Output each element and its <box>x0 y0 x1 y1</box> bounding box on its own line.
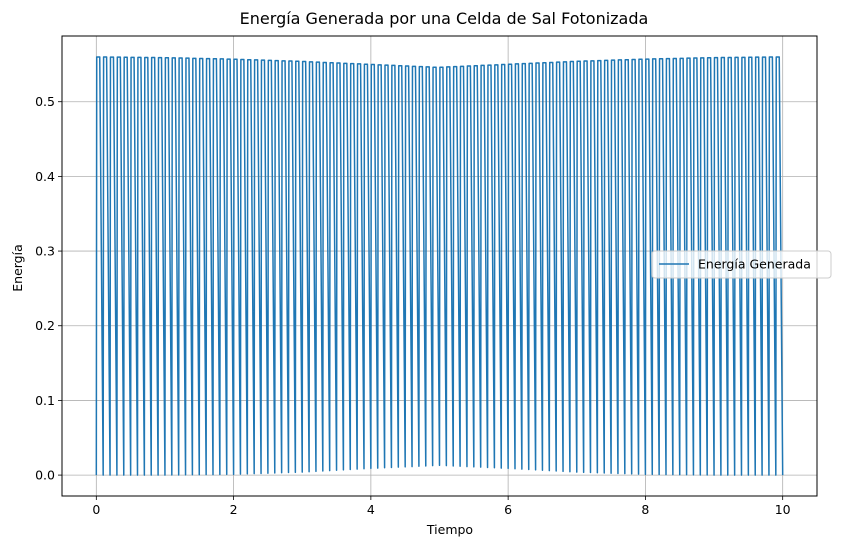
y-tick-label: 0.3 <box>35 244 55 259</box>
x-tick-label: 6 <box>504 502 512 517</box>
y-axis-ticks: 0.0 0.1 0.2 0.3 0.4 0.5 <box>35 94 62 483</box>
x-tick-label: 4 <box>367 502 375 517</box>
y-tick-label: 0.2 <box>35 318 55 333</box>
x-tick-label: 0 <box>92 502 100 517</box>
y-tick-label: 0.0 <box>35 468 55 483</box>
x-axis-label: Tiempo <box>426 522 473 537</box>
x-tick-label: 10 <box>775 502 791 517</box>
legend: Energía Generada <box>651 250 832 279</box>
series-layer <box>95 56 784 476</box>
y-axis-label: Energía <box>10 244 25 292</box>
x-axis-ticks: 0 2 4 6 8 10 <box>92 496 791 517</box>
legend-box <box>651 250 832 279</box>
y-tick-label: 0.1 <box>35 393 55 408</box>
chart-title: Energía Generada por una Celda de Sal Fo… <box>240 9 649 28</box>
y-tick-label: 0.4 <box>35 169 55 184</box>
x-tick-label: 2 <box>230 502 238 517</box>
y-tick-label: 0.5 <box>35 94 55 109</box>
legend-entry-energia-generada: Energía Generada <box>698 257 811 272</box>
series-line-0 <box>95 56 784 476</box>
x-tick-label: 8 <box>641 502 649 517</box>
